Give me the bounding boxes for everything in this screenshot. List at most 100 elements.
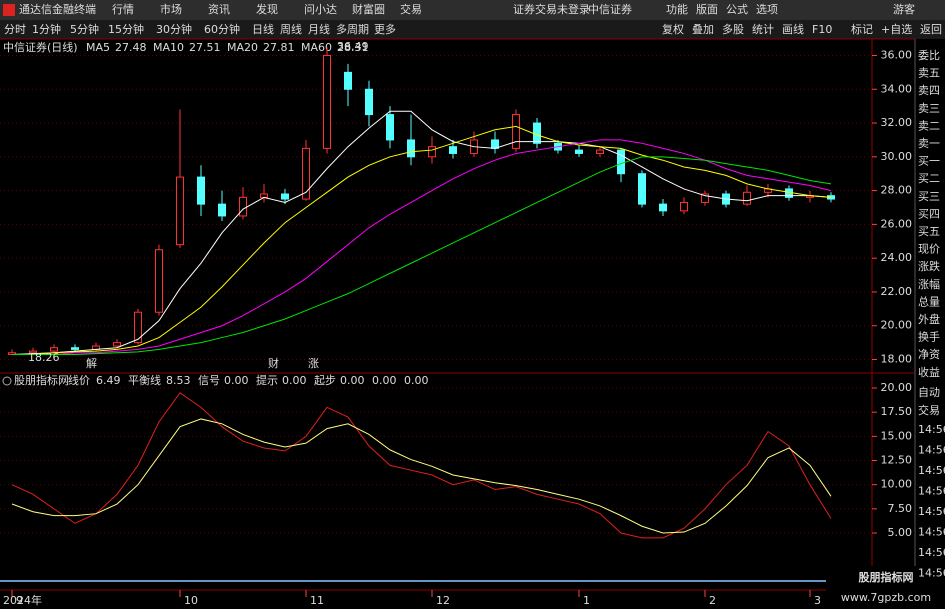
side-label: 卖三	[918, 102, 940, 115]
side-time: 14:56	[918, 526, 945, 539]
candle-body	[512, 114, 520, 149]
y-tick-label: 24.00	[881, 251, 913, 264]
y-tick-label: 22.00	[881, 285, 913, 298]
period-button[interactable]: 分时	[4, 23, 26, 36]
candle-body	[365, 88, 373, 116]
candle-body	[596, 149, 604, 154]
side-time: 14:56	[918, 464, 945, 477]
legend-value: 27.81	[263, 41, 295, 54]
candle-body	[113, 342, 121, 347]
menu-item[interactable]: 公式	[726, 3, 748, 16]
menu-item[interactable]: 交易	[400, 2, 422, 16]
tool-button[interactable]: 统计	[752, 23, 774, 36]
tool-button[interactable]: 画线	[782, 22, 804, 36]
x-tick-label: 12	[436, 594, 450, 607]
menu-item[interactable]: 功能	[666, 2, 688, 16]
period-button[interactable]: 日线	[252, 22, 274, 36]
side-mode: 交易	[918, 403, 940, 417]
toolbar	[0, 20, 945, 39]
side-label: 外盘	[918, 312, 940, 326]
menu-item[interactable]: 财富圈	[352, 2, 385, 16]
period-button[interactable]: 多周期	[336, 22, 369, 36]
side-time: 14:56	[918, 505, 945, 518]
line-series	[12, 139, 832, 355]
low-label: 18.26	[28, 351, 60, 364]
side-mode: 自动	[918, 386, 940, 399]
side-label: 买三	[918, 190, 940, 203]
y-tick-label: 26.00	[881, 217, 913, 230]
period-button[interactable]: 15分钟	[108, 22, 144, 36]
side-label: 卖五	[918, 67, 940, 80]
x-tick-label: 11	[310, 594, 324, 607]
candle-body	[617, 149, 625, 175]
tool-button[interactable]: F10	[812, 23, 832, 36]
candle-body	[176, 176, 184, 246]
tool-button[interactable]: +自选	[881, 23, 912, 36]
side-label: 买一	[918, 155, 940, 168]
tool-button[interactable]: 叠加	[692, 23, 714, 36]
candle-body	[197, 176, 205, 205]
broker: 中信证券	[588, 2, 632, 16]
candle-body	[386, 114, 394, 141]
menu-item[interactable]: 版面	[696, 2, 718, 16]
readout-value: 0.00	[282, 374, 307, 387]
legend-name: 平衡线	[128, 373, 161, 387]
period-button[interactable]: 月线	[308, 22, 330, 36]
period-button[interactable]: 60分钟	[204, 22, 240, 36]
tool-button[interactable]: 多股	[722, 22, 744, 36]
candle-body	[71, 347, 79, 350]
app-name: 通达信金融终端	[19, 2, 96, 16]
readout-value: 0.00	[404, 374, 429, 387]
y-tick-label: 5.00	[888, 526, 913, 539]
side-label: 委比	[918, 49, 940, 62]
readout-name: 提示	[256, 374, 278, 387]
candle-body	[680, 201, 688, 212]
side-label: 涨跌	[918, 259, 940, 273]
period-button[interactable]: 30分钟	[156, 22, 192, 36]
x-tick-label: 9	[16, 594, 23, 607]
legend-value: 27.51	[189, 41, 221, 54]
line-series	[11, 392, 832, 539]
menu-item[interactable]: 选项	[756, 3, 778, 16]
period-button[interactable]: 周线	[280, 22, 302, 36]
menu-item[interactable]: 问小达	[304, 3, 337, 16]
period-button[interactable]: 5分钟	[70, 22, 99, 36]
chart-title: 中信证券(日线)	[3, 40, 78, 54]
y-tick-label: 10.00	[881, 478, 913, 491]
side-label: 卖一	[918, 137, 940, 150]
side-time: 14:56	[918, 444, 945, 457]
y-tick-label: 18.00	[881, 353, 913, 366]
readout-value: 0.00	[340, 374, 365, 387]
legend-value: 27.48	[115, 41, 147, 54]
line-series	[11, 110, 832, 355]
side-label: 卖四	[918, 84, 940, 97]
indicator-title: 股朋指标网	[14, 373, 69, 387]
event-marker: 财	[268, 356, 279, 370]
candle-body	[302, 147, 310, 200]
readout-value: 0.00	[372, 374, 397, 387]
legend-name: MA10	[153, 41, 184, 54]
tool-button[interactable]: 返回	[920, 23, 942, 36]
tool-button[interactable]: 标记	[851, 22, 873, 36]
period-button[interactable]: 1分钟	[32, 22, 61, 36]
tool-button[interactable]: 复权	[662, 22, 684, 36]
legend-value: 8.53	[166, 374, 191, 387]
candle-body	[50, 347, 58, 352]
menu-item[interactable]: 发现	[256, 2, 278, 16]
period-button[interactable]: 更多	[374, 22, 396, 36]
app-icon	[3, 4, 15, 16]
menu-item[interactable]: 资讯	[208, 3, 230, 16]
candle-body	[134, 311, 142, 344]
menu-item[interactable]: 市场	[160, 2, 182, 16]
guest[interactable]: 游客	[893, 2, 915, 16]
side-label: 净资	[918, 347, 940, 361]
side-time: 14:56	[918, 567, 945, 580]
menu-item[interactable]: 行情	[112, 3, 134, 16]
indicator-icon	[2, 376, 12, 386]
y-tick-label: 15.00	[881, 429, 913, 442]
side-label: 买五	[918, 225, 940, 238]
event-marker: 解	[86, 356, 97, 370]
readout-value: 0.00	[224, 374, 249, 387]
legend-value: 28.31	[337, 41, 369, 54]
